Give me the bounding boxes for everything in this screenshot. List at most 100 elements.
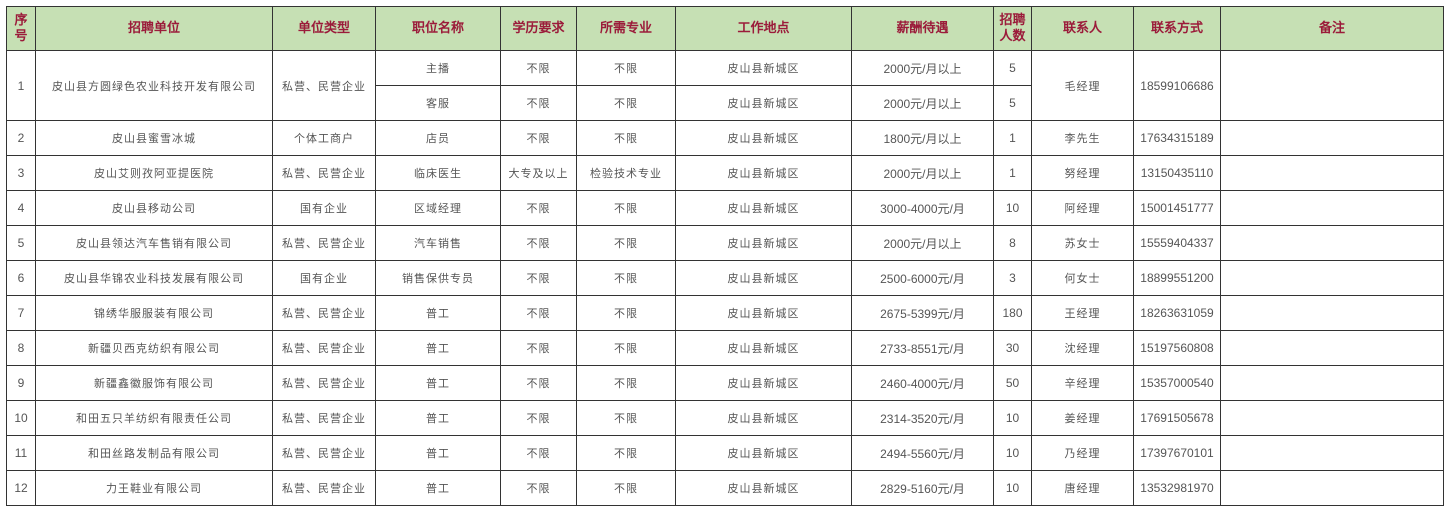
cell-contact: 王经理 [1031,295,1134,331]
header-education: 学历要求 [500,6,577,51]
cell-phone: 18263631059 [1133,295,1221,331]
cell-note [1220,435,1444,471]
cell-type: 私营、民营企业 [272,400,376,436]
cell-company: 皮山县蜜雪冰城 [35,120,273,156]
cell-company: 锦绣华服服装有限公司 [35,295,273,331]
cell-note [1220,120,1444,156]
cell-location: 皮山县新城区 [675,435,852,471]
cell-education: 不限 [500,190,577,226]
cell-company: 皮山艾则孜阿亚提医院 [35,155,273,191]
cell-company: 皮山县移动公司 [35,190,273,226]
cell-education: 不限 [500,330,577,366]
cell-phone: 13532981970 [1133,470,1221,506]
cell-education: 不限 [500,120,577,156]
table-row: 3 皮山艾则孜阿亚提医院 私营、民营企业 临床医生 大专及以上 检验技术专业 皮山县新城区 2… [6,155,1444,191]
cell-no: 12 [6,470,36,506]
cell-location: 皮山县新城区 [675,260,852,296]
cell-major: 不限 [576,365,676,401]
recruitment-table: 序号 招聘单位 单位类型 职位名称 学历要求 所需专业 工作地点 薪酬待遇 招聘… [6,6,1444,506]
cell-type: 私营、民营企业 [272,365,376,401]
cell-note [1220,225,1444,261]
cell-position: 普工 [375,400,501,436]
cell-type: 私营、民营企业 [272,50,376,121]
header-company: 招聘单位 [35,6,273,51]
table-body: 1 皮山县方圆绿色农业科技开发有限公司 私营、民营企业 主播 不限 不限 皮山县新城区 200… [6,50,1444,506]
cell-education: 不限 [500,295,577,331]
cell-salary: 2675-5399元/月 [851,295,994,331]
cell-note [1220,295,1444,331]
cell-contact: 李先生 [1031,120,1134,156]
cell-position: 汽车销售 [375,225,501,261]
cell-count: 10 [993,435,1032,471]
cell-contact: 何女士 [1031,260,1134,296]
cell-no: 3 [6,155,36,191]
cell-salary: 2000元/月以上 [851,225,994,261]
cell-company: 皮山县方圆绿色农业科技开发有限公司 [35,50,273,121]
header-major: 所需专业 [576,6,676,51]
cell-salary: 2000元/月以上 [851,155,994,191]
header-type: 单位类型 [272,6,376,51]
cell-location: 皮山县新城区 [675,400,852,436]
cell-note [1220,400,1444,436]
cell-no: 2 [6,120,36,156]
cell-note [1220,365,1444,401]
cell-major: 不限 [576,470,676,506]
cell-no: 1 [6,50,36,121]
header-count: 招聘人数 [993,6,1032,51]
cell-count: 8 [993,225,1032,261]
cell-contact: 苏女士 [1031,225,1134,261]
cell-no: 7 [6,295,36,331]
cell-location: 皮山县新城区 [675,85,852,121]
cell-salary: 2733-8551元/月 [851,330,994,366]
cell-education: 不限 [500,50,577,86]
cell-no: 8 [6,330,36,366]
cell-count: 10 [993,190,1032,226]
cell-phone: 18599106686 [1133,50,1221,121]
table-row: 6 皮山县华锦农业科技发展有限公司 国有企业 销售保供专员 不限 不限 皮山县新城区 2500… [6,260,1444,296]
cell-location: 皮山县新城区 [675,470,852,506]
cell-position: 普工 [375,435,501,471]
cell-phone: 15001451777 [1133,190,1221,226]
header-location: 工作地点 [675,6,852,51]
table-row: 5 皮山县领达汽车售销有限公司 私营、民营企业 汽车销售 不限 不限 皮山县新城区 2000元… [6,225,1444,261]
cell-count: 50 [993,365,1032,401]
cell-count: 10 [993,400,1032,436]
cell-education: 不限 [500,435,577,471]
cell-count: 1 [993,155,1032,191]
cell-no: 10 [6,400,36,436]
cell-count: 3 [993,260,1032,296]
cell-contact: 沈经理 [1031,330,1134,366]
cell-phone: 17397670101 [1133,435,1221,471]
cell-salary: 2000元/月以上 [851,85,994,121]
table-row: 4 皮山县移动公司 国有企业 区域经理 不限 不限 皮山县新城区 3000-4000元/月 10… [6,190,1444,226]
cell-position: 销售保供专员 [375,260,501,296]
cell-location: 皮山县新城区 [675,190,852,226]
cell-contact: 姜经理 [1031,400,1134,436]
cell-phone: 15357000540 [1133,365,1221,401]
cell-education: 大专及以上 [500,155,577,191]
cell-location: 皮山县新城区 [675,365,852,401]
cell-no: 4 [6,190,36,226]
cell-education: 不限 [500,260,577,296]
cell-salary: 2494-5560元/月 [851,435,994,471]
cell-major: 不限 [576,225,676,261]
cell-salary: 2500-6000元/月 [851,260,994,296]
cell-note [1220,470,1444,506]
cell-note [1220,260,1444,296]
header-row: 序号 招聘单位 单位类型 职位名称 学历要求 所需专业 工作地点 薪酬待遇 招聘… [6,6,1444,51]
cell-location: 皮山县新城区 [675,295,852,331]
cell-position: 客服 [375,85,501,121]
cell-phone: 13150435110 [1133,155,1221,191]
cell-position: 主播 [375,50,501,86]
cell-major: 不限 [576,50,676,86]
cell-company: 皮山县华锦农业科技发展有限公司 [35,260,273,296]
cell-no: 6 [6,260,36,296]
table-row: 11 和田丝路发制品有限公司 私营、民营企业 普工 不限 不限 皮山县新城区 2494-556… [6,435,1444,471]
cell-company: 和田五只羊纺织有限责任公司 [35,400,273,436]
table-row: 9 新疆鑫徽服饰有限公司 私营、民营企业 普工 不限 不限 皮山县新城区 2460-4000元… [6,365,1444,401]
cell-major: 不限 [576,85,676,121]
cell-company: 新疆贝西克纺织有限公司 [35,330,273,366]
cell-contact: 乃经理 [1031,435,1134,471]
cell-position: 区域经理 [375,190,501,226]
cell-count: 30 [993,330,1032,366]
